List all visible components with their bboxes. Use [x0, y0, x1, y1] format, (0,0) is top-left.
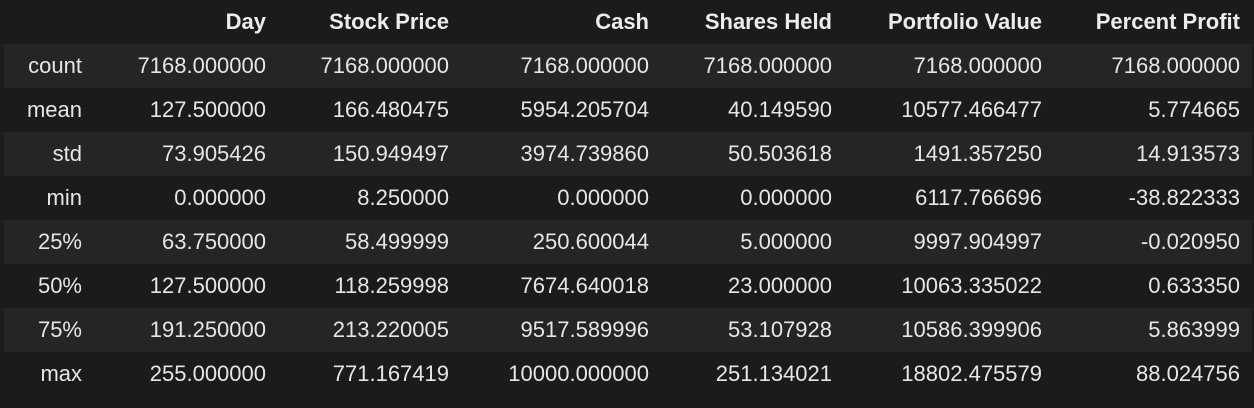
table-cell: 8.250000 [357, 185, 449, 210]
table-cell: 7168.000000 [520, 53, 649, 78]
table-cell: 88.024756 [1136, 361, 1240, 386]
row-label: count [28, 53, 82, 78]
describe-table: Day Stock Price Cash Shares Held Portfol… [4, 0, 1252, 396]
table-cell: 73.905426 [162, 141, 266, 166]
table-row: 75% 191.250000 213.220005 9517.589996 53… [4, 308, 1252, 352]
table-cell: 0.633350 [1148, 273, 1240, 298]
table-cell: 7168.000000 [1111, 53, 1240, 78]
column-header-percent-profit: Percent Profit [1095, 9, 1240, 34]
table-cell: 7168.000000 [320, 53, 449, 78]
table-cell: 255.000000 [149, 361, 266, 386]
row-label: 75% [37, 317, 82, 342]
table-cell: 150.949497 [332, 141, 449, 166]
table-cell: -0.020950 [1140, 229, 1240, 254]
row-label: std [52, 141, 82, 166]
table-row: mean 127.500000 166.480475 5954.205704 4… [4, 88, 1252, 132]
table-cell: 23.000000 [728, 273, 832, 298]
table-row: min 0.000000 8.250000 0.000000 0.000000 … [4, 176, 1252, 220]
table-cell: 771.167419 [332, 361, 449, 386]
table-cell: 191.250000 [149, 317, 266, 342]
table-row: max 255.000000 771.167419 10000.000000 2… [4, 352, 1252, 396]
table-cell: 5.000000 [740, 229, 832, 254]
table-cell: 7168.000000 [137, 53, 266, 78]
table-cell: 0.000000 [174, 185, 266, 210]
column-header-day: Day [225, 9, 266, 34]
table-cell: -38.822333 [1128, 185, 1240, 210]
table-cell: 166.480475 [332, 97, 449, 122]
table-cell: 5954.205704 [520, 97, 649, 122]
column-header-shares-held: Shares Held [704, 9, 832, 34]
table-cell: 40.149590 [728, 97, 832, 122]
table-cell: 9517.589996 [520, 317, 649, 342]
table-row: std 73.905426 150.949497 3974.739860 50.… [4, 132, 1252, 176]
table-cell: 213.220005 [332, 317, 449, 342]
table-row: 50% 127.500000 118.259998 7674.640018 23… [4, 264, 1252, 308]
table-cell: 10063.335022 [901, 273, 1042, 298]
table-cell: 127.500000 [149, 97, 266, 122]
table-cell: 7674.640018 [520, 273, 649, 298]
table-cell: 7168.000000 [913, 53, 1042, 78]
table-cell: 251.134021 [715, 361, 832, 386]
table-cell: 9997.904997 [913, 229, 1042, 254]
table-cell: 10000.000000 [508, 361, 649, 386]
table-cell: 58.499999 [345, 229, 449, 254]
table-cell: 118.259998 [334, 273, 449, 298]
index-header [4, 0, 94, 44]
table-cell: 63.750000 [162, 229, 266, 254]
table-cell: 0.000000 [557, 185, 649, 210]
table-row: 25% 63.750000 58.499999 250.600044 5.000… [4, 220, 1252, 264]
table-cell: 14.913573 [1136, 141, 1240, 166]
table-cell: 50.503618 [728, 141, 832, 166]
table-cell: 5.863999 [1148, 317, 1240, 342]
column-header-cash: Cash [595, 9, 649, 34]
row-label: mean [26, 97, 82, 122]
table-cell: 6117.766696 [915, 185, 1042, 210]
table-cell: 5.774665 [1148, 97, 1240, 122]
table-row: count 7168.000000 7168.000000 7168.00000… [4, 44, 1252, 88]
table-cell: 10586.399906 [901, 317, 1042, 342]
table-cell: 53.107928 [728, 317, 832, 342]
header-row: Day Stock Price Cash Shares Held Portfol… [4, 0, 1252, 44]
table-cell: 0.000000 [740, 185, 832, 210]
table-cell: 18802.475579 [901, 361, 1042, 386]
row-label: min [46, 185, 82, 210]
table-cell: 3974.739860 [520, 141, 649, 166]
table-cell: 7168.000000 [703, 53, 832, 78]
column-header-stock-price: Stock Price [329, 9, 449, 34]
row-label: 25% [37, 229, 82, 254]
table-cell: 1491.357250 [913, 141, 1042, 166]
row-label: 50% [37, 273, 82, 298]
table-cell: 250.600044 [532, 229, 649, 254]
row-label: max [40, 361, 82, 386]
table-cell: 10577.466477 [901, 97, 1042, 122]
column-header-portfolio-value: Portfolio Value [887, 9, 1042, 34]
table-cell: 127.500000 [149, 273, 266, 298]
